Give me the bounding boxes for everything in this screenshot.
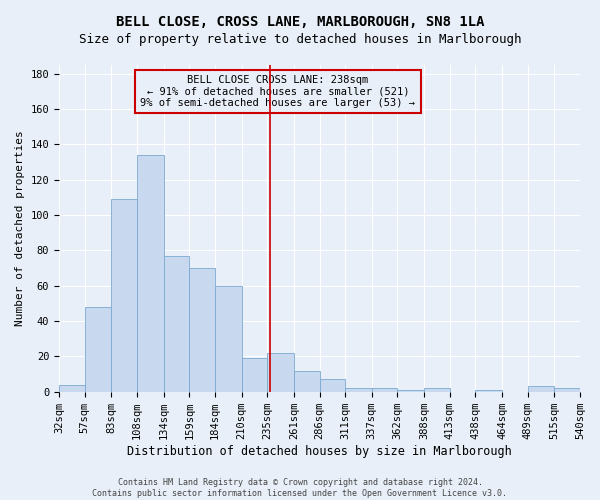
X-axis label: Distribution of detached houses by size in Marlborough: Distribution of detached houses by size …	[127, 444, 512, 458]
Bar	[164, 256, 189, 392]
Text: BELL CLOSE, CROSS LANE, MARLBOROUGH, SN8 1LA: BELL CLOSE, CROSS LANE, MARLBOROUGH, SN8…	[116, 15, 484, 29]
Bar	[475, 390, 502, 392]
Bar	[215, 286, 242, 392]
Bar	[294, 370, 320, 392]
Bar	[397, 390, 424, 392]
Bar	[424, 388, 450, 392]
Bar	[267, 353, 294, 392]
Bar	[242, 358, 267, 392]
Text: Contains HM Land Registry data © Crown copyright and database right 2024.
Contai: Contains HM Land Registry data © Crown c…	[92, 478, 508, 498]
Text: BELL CLOSE CROSS LANE: 238sqm
← 91% of detached houses are smaller (521)
9% of s: BELL CLOSE CROSS LANE: 238sqm ← 91% of d…	[140, 75, 415, 108]
Bar	[59, 384, 85, 392]
Bar	[137, 155, 164, 392]
Bar	[112, 199, 137, 392]
Text: Size of property relative to detached houses in Marlborough: Size of property relative to detached ho…	[79, 32, 521, 46]
Bar	[527, 386, 554, 392]
Bar	[320, 380, 345, 392]
Bar	[85, 307, 112, 392]
Bar	[189, 268, 215, 392]
Y-axis label: Number of detached properties: Number of detached properties	[15, 130, 25, 326]
Bar	[554, 388, 580, 392]
Bar	[372, 388, 397, 392]
Bar	[345, 388, 372, 392]
